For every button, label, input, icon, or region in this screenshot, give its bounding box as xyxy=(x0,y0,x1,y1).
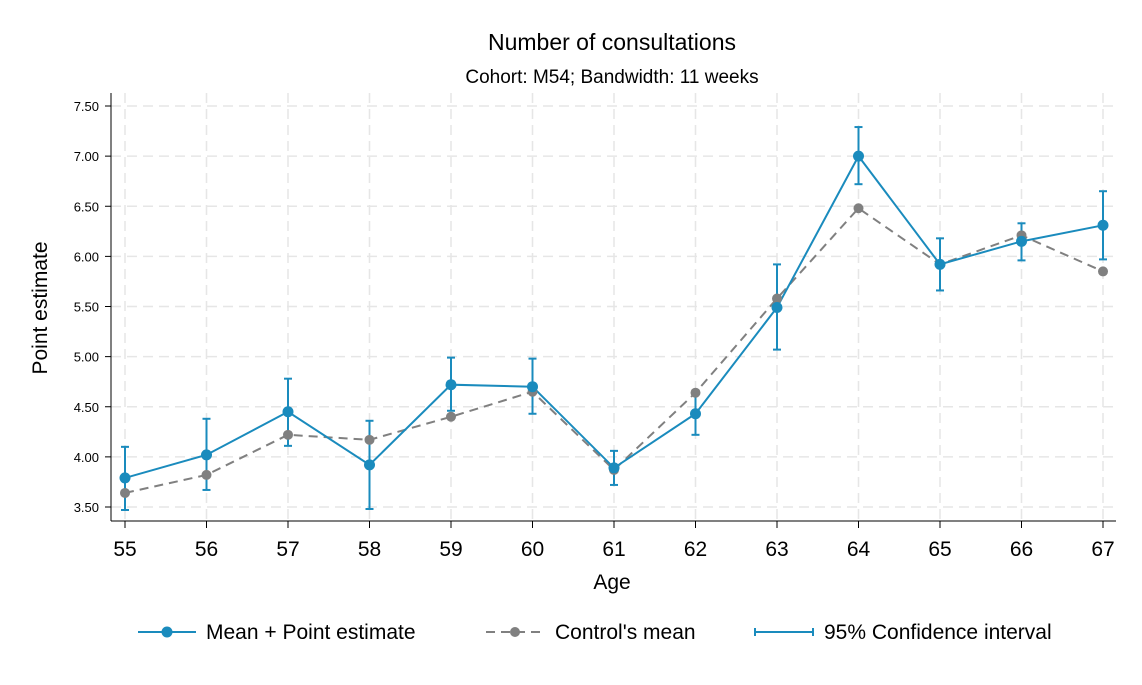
x-tick-label: 67 xyxy=(1091,538,1114,561)
point-estimate-point xyxy=(282,406,294,418)
series-markers xyxy=(119,150,1109,498)
legend-point-estimate-marker xyxy=(161,626,173,638)
control-mean-point xyxy=(120,487,130,498)
control-mean-point xyxy=(772,293,782,304)
control-mean-point xyxy=(853,203,864,214)
point-estimate-point xyxy=(445,379,457,391)
tick-labels: 3.50 4.00 4.50 5.00 5.50 6.00 6.50 7.00 7.50 55 56… xyxy=(74,99,1115,561)
y-tick-label: 7.00 xyxy=(74,149,99,164)
y-tick-label: 7.50 xyxy=(74,99,99,114)
x-tick-label: 61 xyxy=(602,538,625,561)
y-axis-label: Point estimate xyxy=(29,241,52,374)
point-estimate-point xyxy=(364,459,375,471)
control-mean-point xyxy=(690,387,701,398)
y-tick-label: 5.00 xyxy=(74,350,99,365)
x-tick-label: 63 xyxy=(765,538,788,561)
x-tick-label: 59 xyxy=(439,538,462,561)
chart-title: Number of consultations xyxy=(488,29,736,55)
x-tick-label: 60 xyxy=(521,538,544,561)
point-estimate-point xyxy=(527,381,538,393)
x-tick-label: 58 xyxy=(358,538,381,561)
control-mean-point xyxy=(1098,266,1108,277)
point-estimate-point xyxy=(608,462,620,474)
x-tick-label: 55 xyxy=(113,538,136,561)
x-tick-label: 65 xyxy=(928,538,951,561)
point-estimate-point xyxy=(934,258,946,270)
point-estimate-point xyxy=(1097,219,1109,231)
point-estimate-point xyxy=(1016,235,1027,247)
point-estimate-point xyxy=(853,150,864,162)
legend-point-estimate-label: Mean + Point estimate xyxy=(206,621,416,644)
control-mean-point xyxy=(201,469,212,480)
y-tick-label: 4.50 xyxy=(74,400,99,415)
legend-ci-label: 95% Confidence interval xyxy=(824,621,1052,644)
y-tick-label: 3.50 xyxy=(74,500,99,515)
x-tick-label: 56 xyxy=(195,538,218,561)
control-mean-point xyxy=(364,434,375,445)
point-estimate-point xyxy=(119,472,131,484)
y-tick-label: 4.00 xyxy=(74,450,99,465)
axes xyxy=(105,93,1116,528)
point-estimate-point xyxy=(690,408,701,420)
control-mean-point xyxy=(446,411,456,422)
y-tick-label: 6.50 xyxy=(74,199,99,214)
x-tick-label: 62 xyxy=(684,538,707,561)
control-mean-point xyxy=(283,429,293,440)
point-estimate-point xyxy=(771,302,783,314)
point-estimate-point xyxy=(201,449,212,461)
legend-control-mean-marker xyxy=(510,627,520,637)
x-axis-label: Age xyxy=(593,571,630,594)
x-tick-label: 57 xyxy=(276,538,299,561)
chart-subtitle: Cohort: M54; Bandwidth: 11 weeks xyxy=(465,67,758,88)
x-tick-label: 66 xyxy=(1010,538,1033,561)
x-tick-label: 64 xyxy=(847,538,871,561)
legend-control-mean-label: Control's mean xyxy=(555,621,696,644)
legend: Mean + Point estimate Control's mean 95% C… xyxy=(138,621,1052,644)
y-tick-label: 5.50 xyxy=(74,300,99,315)
y-tick-label: 6.00 xyxy=(74,249,99,264)
